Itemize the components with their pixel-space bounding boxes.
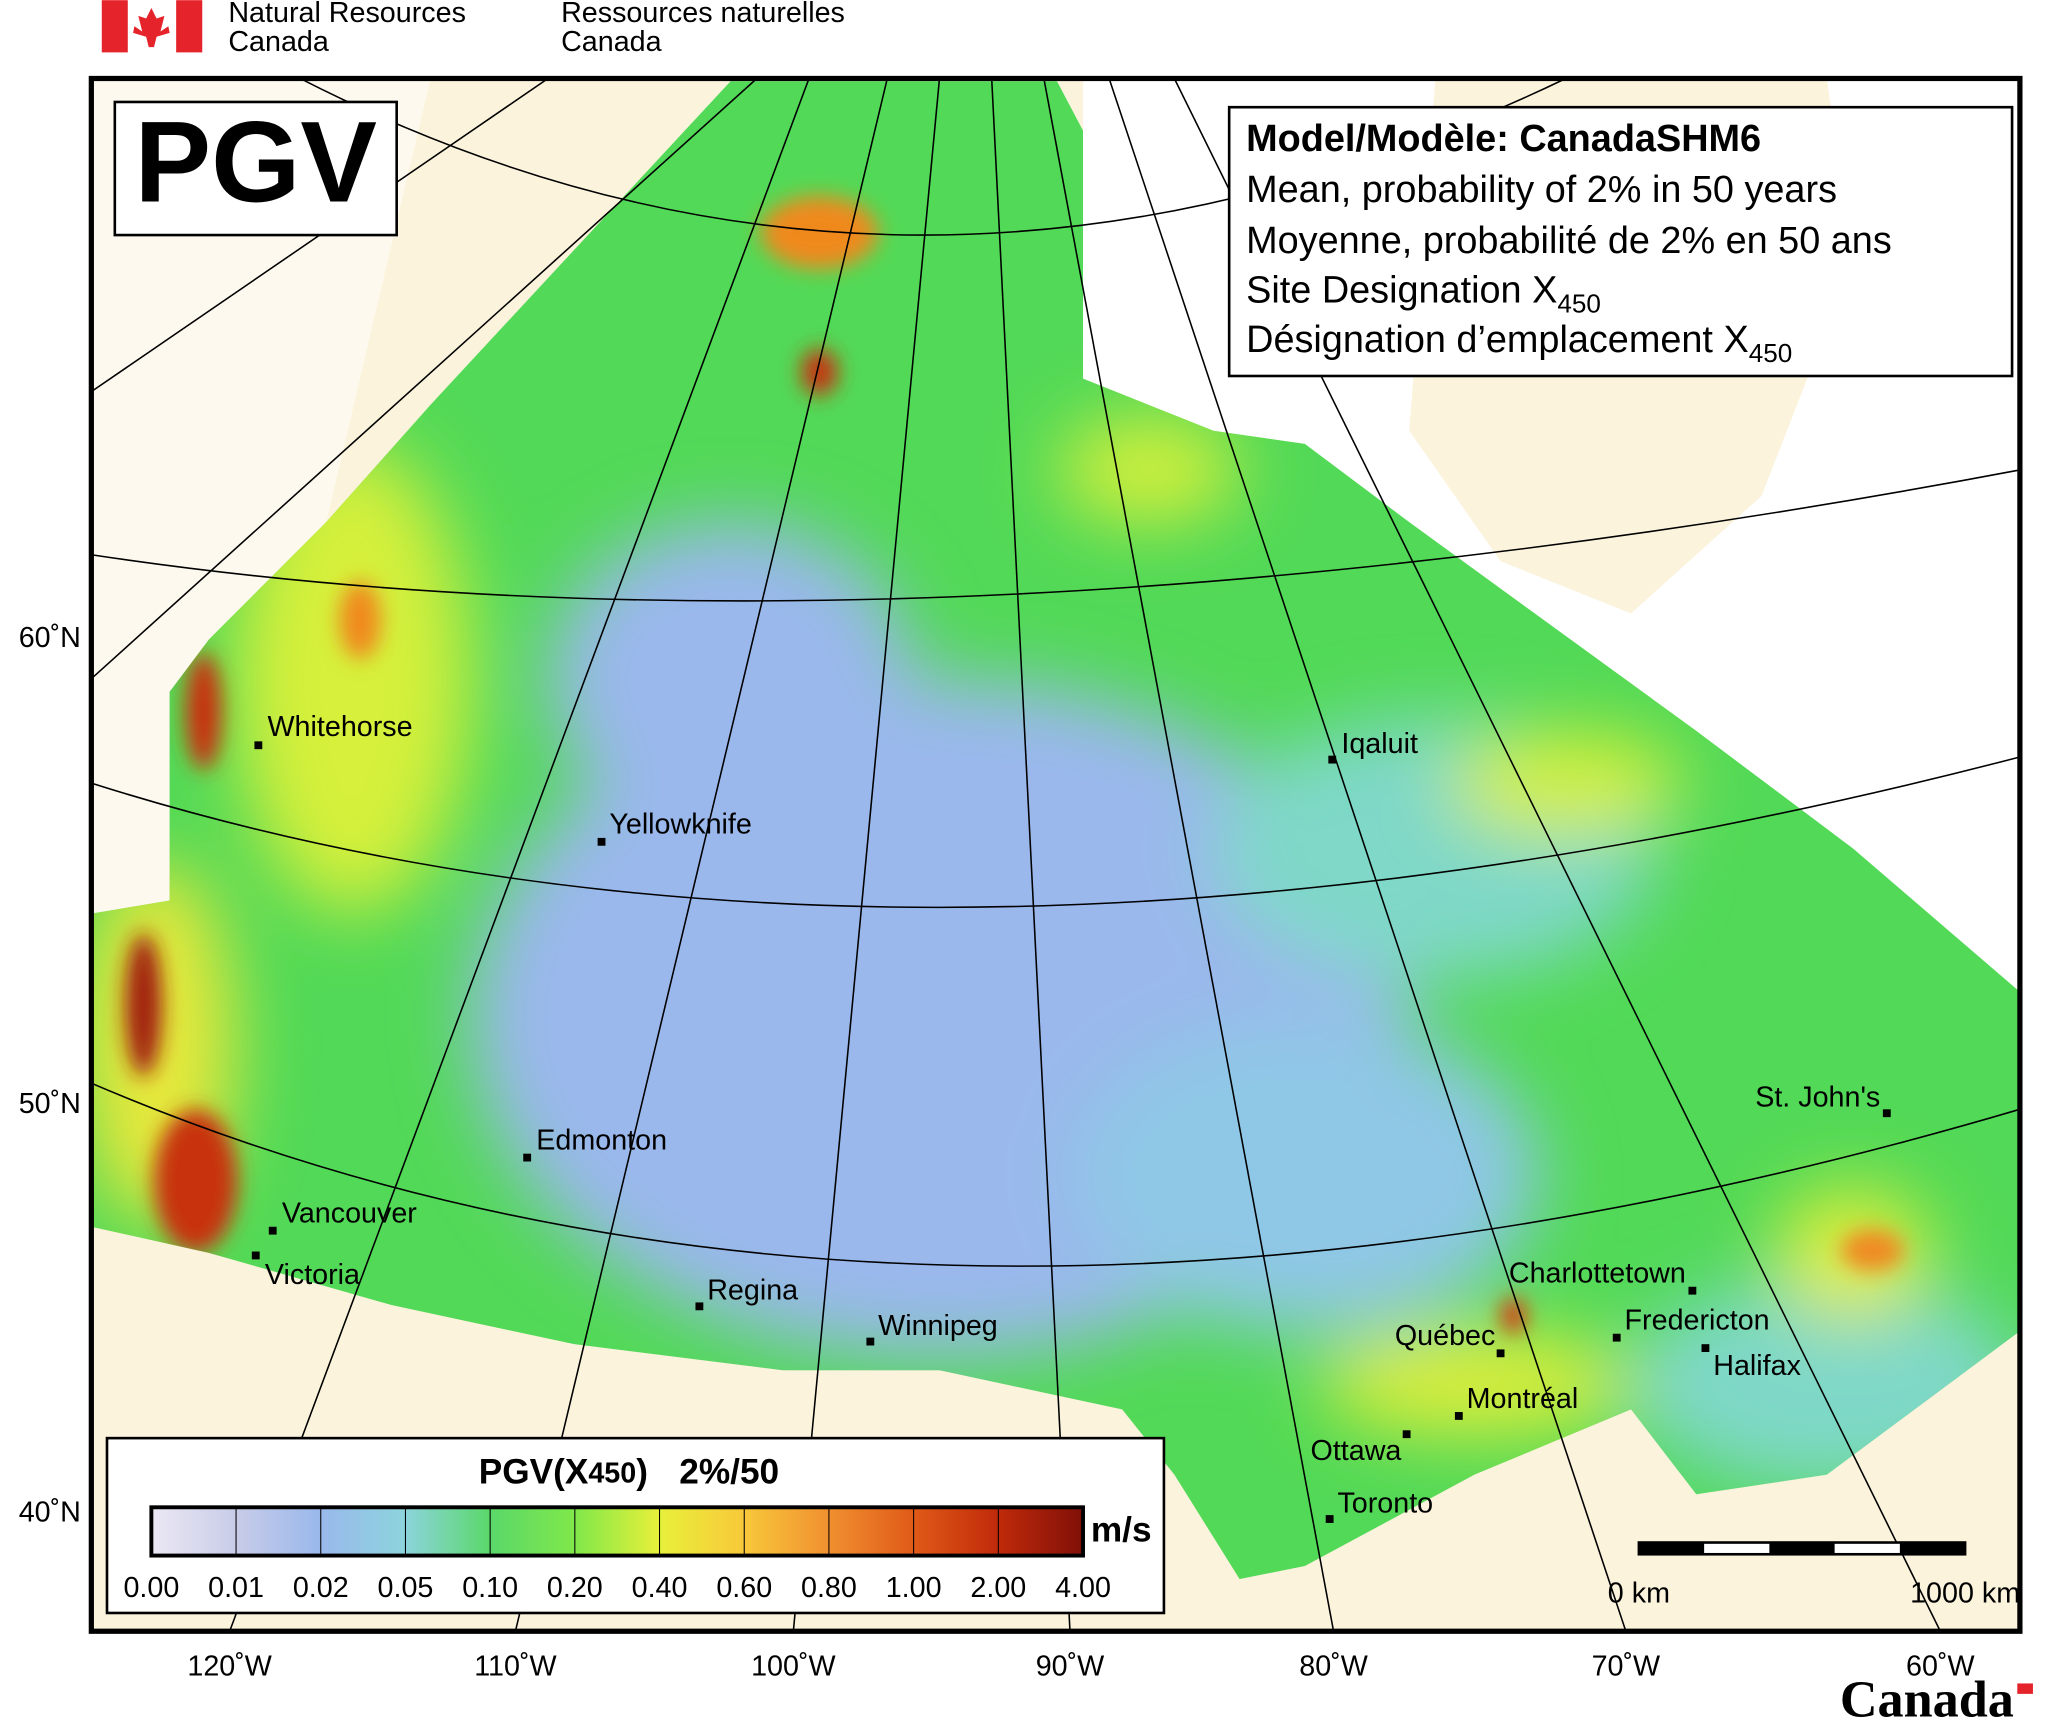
colorbar-label: 4.00: [1055, 1572, 1111, 1604]
info-text: Désignation d’emplacement X: [1246, 319, 1749, 361]
city-label: Ottawa: [1311, 1435, 1402, 1467]
city-label: Halifax: [1713, 1350, 1801, 1382]
colorbar-label: 0.20: [547, 1572, 603, 1604]
subscript: 450: [1557, 288, 1601, 318]
city-label: Winnipeg: [878, 1310, 998, 1342]
scale-bar-segment: [1638, 1542, 1705, 1555]
model-title: Model/Modèle: CanadaSHM6: [1246, 118, 1761, 160]
city-label: Regina: [707, 1275, 798, 1307]
longitude-label: 60˚W: [1906, 1650, 1975, 1682]
colorbar-label: 1.00: [886, 1572, 942, 1604]
wordmark: Canada: [1840, 1670, 2014, 1728]
info-line: Site Designation X450: [1246, 269, 1601, 318]
colorbar-label: 0.10: [462, 1572, 518, 1604]
flag-band: [101, 0, 128, 53]
header-text: Ressources naturelles: [561, 0, 845, 29]
latitude-label: 60˚N: [19, 622, 81, 654]
header-text: Canada: [228, 26, 329, 58]
city-marker: [1402, 1430, 1411, 1439]
city-marker: [1496, 1349, 1505, 1358]
city-label: Fredericton: [1625, 1305, 1770, 1337]
info-line: Désignation d’emplacement X450: [1246, 319, 1792, 368]
scale-bar-segment: [1899, 1542, 1966, 1555]
legend-title-text: PGV(X: [479, 1453, 589, 1492]
city-marker: [523, 1153, 532, 1162]
legend-probability: 2%/50: [679, 1453, 779, 1492]
info-line: Moyenne, probabilité de 2% en 50 ans: [1246, 220, 1892, 262]
header-text: Natural Resources: [228, 0, 466, 29]
latitude-label: 50˚N: [19, 1088, 81, 1120]
latitude-label: 40˚N: [19, 1496, 81, 1528]
legend-unit: m/s: [1091, 1510, 1152, 1549]
scale-bar: 0 km 1000 km: [1608, 1541, 2020, 1609]
city-marker: [866, 1337, 875, 1346]
sea: [91, 78, 431, 914]
longitude-label: 120˚W: [187, 1650, 272, 1682]
legend-title: PGV(X450) 2%/50: [479, 1453, 779, 1492]
colorbar-label: 0.05: [378, 1572, 434, 1604]
colorbar-label: 0.02: [293, 1572, 349, 1604]
longitude-label: 70˚W: [1592, 1650, 1661, 1682]
city-label: Montréal: [1467, 1383, 1579, 1415]
scale-label: 0 km: [1608, 1577, 1670, 1609]
header-text: Canada: [561, 26, 662, 58]
colorbar-fill: [149, 1505, 1085, 1558]
badge: PGV: [135, 98, 377, 226]
longitude-label: 100˚W: [751, 1650, 836, 1682]
longitude-label: 90˚W: [1036, 1650, 1105, 1682]
colorbar-label: 2.00: [970, 1572, 1026, 1604]
city-marker: [251, 1251, 260, 1260]
city-marker: [695, 1302, 704, 1311]
city-label: Iqaluit: [1341, 728, 1418, 760]
scale-label: 1000 km: [1910, 1577, 2020, 1609]
info-line: Mean, probability of 2% in 50 years: [1246, 169, 1837, 211]
city-marker: [597, 837, 606, 846]
colorbar: 0.00 0.01 0.02 0.05 0.10 0.20 0.40 0.60 0.80 1.00…: [123, 1505, 1111, 1604]
colorbar-label: 0.80: [801, 1572, 857, 1604]
city-marker: [1701, 1344, 1710, 1353]
colorbar-label: 0.00: [123, 1572, 179, 1604]
city-label: Victoria: [265, 1259, 360, 1291]
colorbar-label: 0.40: [632, 1572, 688, 1604]
wordmark-flag: [2017, 1683, 2033, 1694]
info-text: Site Designation X: [1246, 269, 1557, 311]
header: Natural Resources Canada Ressources natu…: [101, 0, 845, 58]
city-marker: [268, 1226, 277, 1235]
city-label: St. John's: [1755, 1081, 1880, 1113]
city-label: Charlottetown: [1509, 1258, 1686, 1290]
city-label: Yellowknife: [609, 809, 751, 841]
city-label: Toronto: [1337, 1487, 1433, 1519]
city-label: Québec: [1395, 1320, 1495, 1352]
city-marker: [1325, 1515, 1334, 1523]
city-label: Vancouver: [282, 1198, 417, 1230]
subscript: 450: [1749, 338, 1793, 368]
city-marker: [254, 741, 263, 750]
colorbar-label: 0.60: [716, 1572, 772, 1604]
legend-title-text: 450: [588, 1457, 636, 1489]
colorbar-label: 0.01: [208, 1572, 264, 1604]
cities: Whitehorse Yellowknife Edmonton Vancouver Vi…: [251, 711, 1891, 1523]
info-box: [1227, 105, 2014, 378]
city-marker: [1328, 755, 1337, 764]
longitude-label: 110˚W: [474, 1650, 556, 1682]
city-marker: [1688, 1286, 1697, 1295]
city-marker: [1882, 1109, 1891, 1118]
badge-box: [113, 100, 398, 237]
legend-title-text: ): [636, 1453, 648, 1492]
map: [91, 78, 2020, 1632]
flag-band: [176, 0, 203, 53]
city-label: Edmonton: [536, 1125, 667, 1157]
axis-labels: 60˚N 50˚N 40˚N 120˚W 110˚W 100˚W 90˚W 80˚W 70˚W 6…: [19, 622, 1975, 1682]
scale-bar-segment: [1769, 1542, 1835, 1555]
city-marker: [1612, 1333, 1621, 1342]
city-label: Whitehorse: [267, 711, 412, 743]
city-marker: [1454, 1412, 1463, 1420]
maple-leaf: [133, 8, 170, 48]
longitude-label: 80˚W: [1299, 1650, 1368, 1682]
map-frame: [88, 75, 2023, 1634]
